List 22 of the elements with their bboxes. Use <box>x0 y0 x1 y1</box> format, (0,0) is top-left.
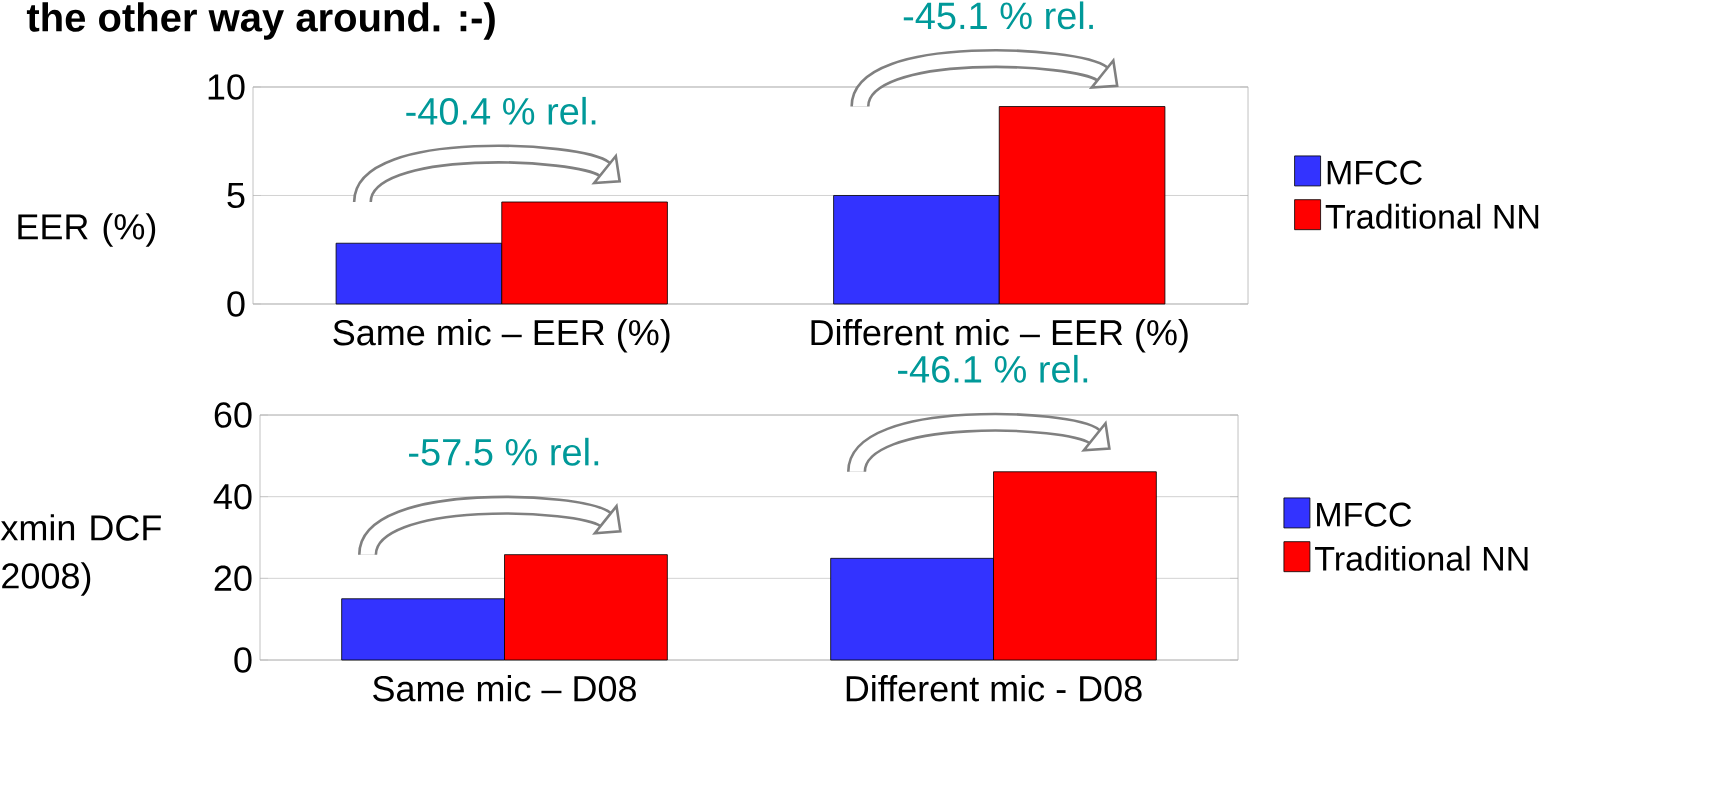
text: -46.1 % rel. <box>898 354 1088 383</box>
x-tick-label: Same mic – EER (%) <box>333 319 670 353</box>
legend-label: Traditional NN <box>1315 545 1528 571</box>
x-tick-label: Different mic - D08 <box>846 675 1142 702</box>
chart-title: the other way around. :-) <box>26 2 495 40</box>
y-axis-title: EER (%) <box>18 213 156 247</box>
x-tick-label: Different mic – EER (%) <box>811 319 1188 353</box>
legend-label: MFCC <box>1327 160 1422 185</box>
y-tick-label: 0 <box>227 291 245 317</box>
text: -45.1 % rel. <box>903 1 1093 30</box>
x-tick-label: Same mic – D08 <box>373 675 636 702</box>
y-tick-label: 60 <box>214 402 252 428</box>
y-tick-label: 40 <box>213 483 252 510</box>
y-tick-label: 0 <box>234 647 252 673</box>
y-tick-label: 10 <box>208 74 245 100</box>
annotation: -40.4 % rel. <box>406 96 596 125</box>
y-tick-label: 20 <box>214 565 252 592</box>
y-tick-label: 5 <box>227 182 245 209</box>
y-axis-title: xmin DCF 2008) <box>0 514 161 596</box>
legend-label: MFCC <box>1317 502 1412 527</box>
annotation: -57.5 % rel. <box>409 437 599 466</box>
legend-label: Traditional NN <box>1325 203 1539 229</box>
